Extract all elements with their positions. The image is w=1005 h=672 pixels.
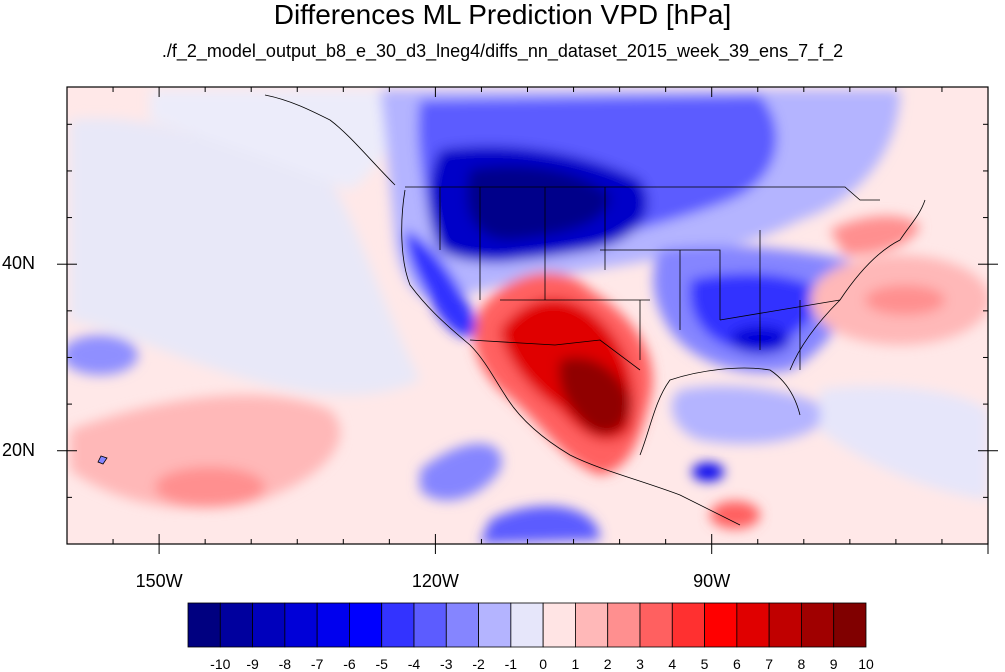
colorbar-swatch — [252, 602, 286, 648]
colorbar-label: 2 — [603, 656, 612, 672]
lon-tick-label: 120W — [411, 571, 459, 591]
axis-ticks — [57, 87, 998, 554]
colorbar-swatch — [284, 602, 318, 648]
colorbar-label: -7 — [310, 656, 324, 672]
lat-tick-label: 40N — [2, 253, 36, 274]
colorbar-swatch — [219, 602, 253, 648]
colorbar-swatch — [349, 602, 383, 648]
colorbar-label: 0 — [539, 656, 548, 672]
colorbar-label: -8 — [278, 656, 292, 672]
south-pacific-negative-2 — [480, 506, 600, 544]
colorbar-swatch — [445, 602, 479, 648]
pacific-neutral-region — [70, 118, 420, 396]
colorbar-swatch — [510, 602, 544, 648]
pacific-positive-region — [70, 395, 341, 509]
lat-tick-label: 20N — [2, 439, 36, 460]
colorbar-label: -4 — [407, 656, 421, 672]
colorbar-swatch — [575, 602, 609, 648]
gulf-negative — [671, 386, 830, 444]
eastern-us-negative-core — [690, 273, 820, 350]
colorbar-swatch — [187, 602, 221, 648]
colorbar-label: 5 — [700, 656, 709, 672]
hawaii — [97, 455, 108, 465]
pacific-positive-core — [155, 467, 265, 507]
north-pacific-neutral — [150, 90, 400, 190]
colorbar-label: 7 — [765, 656, 774, 672]
colorbar-swatch — [478, 602, 512, 648]
colorbar — [187, 602, 867, 648]
colorbar-label: 3 — [636, 656, 644, 672]
south-pacific-negative — [420, 443, 502, 501]
colorbar-label: -6 — [343, 656, 356, 672]
colorbar-swatch — [671, 602, 705, 648]
colorbar-swatch — [381, 602, 415, 648]
colorbar-label: -9 — [246, 656, 259, 672]
colorbar-swatch — [316, 602, 350, 648]
north-negative-darkest — [467, 166, 610, 240]
colorbar-swatch — [639, 602, 673, 648]
colorbar-swatch — [413, 602, 447, 648]
colorbar-label: 4 — [668, 656, 677, 672]
colorbar-label: -2 — [472, 656, 485, 672]
mexico-negative-patch — [692, 463, 724, 481]
colorbar-label: 8 — [797, 656, 806, 672]
colorbar-label: 1 — [571, 656, 580, 672]
colorbar-swatch — [607, 602, 641, 648]
colorbar-label: -1 — [504, 656, 518, 672]
northeast-positive — [830, 215, 920, 255]
pacific-negative-patch — [67, 335, 138, 375]
colorbar-swatch — [542, 602, 576, 648]
colorbar-swatch — [704, 602, 738, 648]
colorbar-label: 9 — [829, 656, 838, 672]
coastlines — [264, 94, 926, 526]
atlantic-south-neutral — [820, 386, 988, 500]
colorbar-swatch — [768, 602, 802, 648]
colorbar-label: -10 — [210, 656, 231, 672]
colorbar-label: -5 — [375, 656, 388, 672]
colorbar-swatch — [736, 602, 770, 648]
colorbar-swatch — [833, 602, 867, 648]
colorbar-label: -3 — [440, 656, 453, 672]
plot-title: Differences ML Prediction VPD [hPa] — [273, 0, 732, 30]
lon-tick-label: 150W — [135, 571, 183, 591]
colorbar-label: 6 — [732, 656, 741, 672]
lon-tick-label: 90W — [693, 571, 731, 591]
atlantic-positive-core — [865, 285, 945, 315]
west-coast-negative — [405, 230, 480, 338]
southwest-positive-core — [559, 357, 630, 434]
colorbar-swatch — [801, 602, 835, 648]
plot-subtitle: ./f_2_model_output_b8_e_30_d3_lneg4/diff… — [161, 41, 844, 61]
colorbar-label: 10 — [858, 656, 874, 672]
central-america-positive — [710, 501, 760, 529]
